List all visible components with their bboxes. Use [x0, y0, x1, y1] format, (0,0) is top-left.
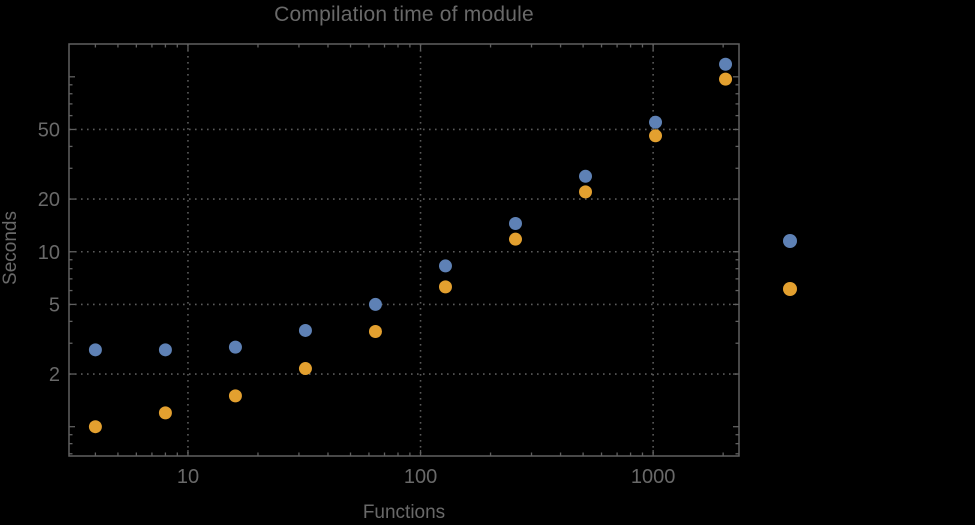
tick-label-y-2: 2 [49, 364, 60, 386]
y-axis-label: Seconds [0, 211, 21, 285]
data-point-series2 [298, 362, 312, 376]
data-point-series2 [158, 406, 172, 420]
tick-label-x-100: 100 [404, 466, 437, 488]
data-point-series2 [88, 420, 102, 434]
data-point-series1 [88, 343, 102, 357]
data-point-series1 [368, 297, 382, 311]
data-point-series1 [579, 169, 593, 183]
data-point-series2 [508, 232, 522, 246]
data-point-series1 [719, 57, 733, 71]
legend-marker-series1 [783, 234, 797, 248]
data-point-series1 [438, 259, 452, 273]
tick-label-y-5: 5 [49, 294, 60, 316]
data-point-series2 [649, 129, 663, 143]
tick-label-y-50: 50 [38, 119, 60, 141]
tick-label-x-1000: 1000 [631, 466, 676, 488]
data-point-series2 [579, 185, 593, 199]
chart-title: Compilation time of module [274, 3, 534, 26]
data-point-series2 [228, 389, 242, 403]
data-point-series1 [508, 217, 522, 231]
data-point-series1 [158, 343, 172, 357]
data-point-series1 [298, 323, 312, 337]
data-point-series2 [438, 280, 452, 294]
data-point-series1 [649, 115, 663, 129]
x-axis-label: Functions [362, 502, 446, 523]
tick-label-y-10: 10 [38, 242, 60, 264]
data-point-series2 [368, 325, 382, 339]
plot-frame [68, 43, 740, 457]
data-point-series2 [719, 72, 733, 86]
legend-marker-series2 [783, 282, 797, 296]
data-point-series1 [228, 340, 242, 354]
tick-label-y-20: 20 [38, 189, 60, 211]
tick-label-x-10: 10 [177, 466, 199, 488]
